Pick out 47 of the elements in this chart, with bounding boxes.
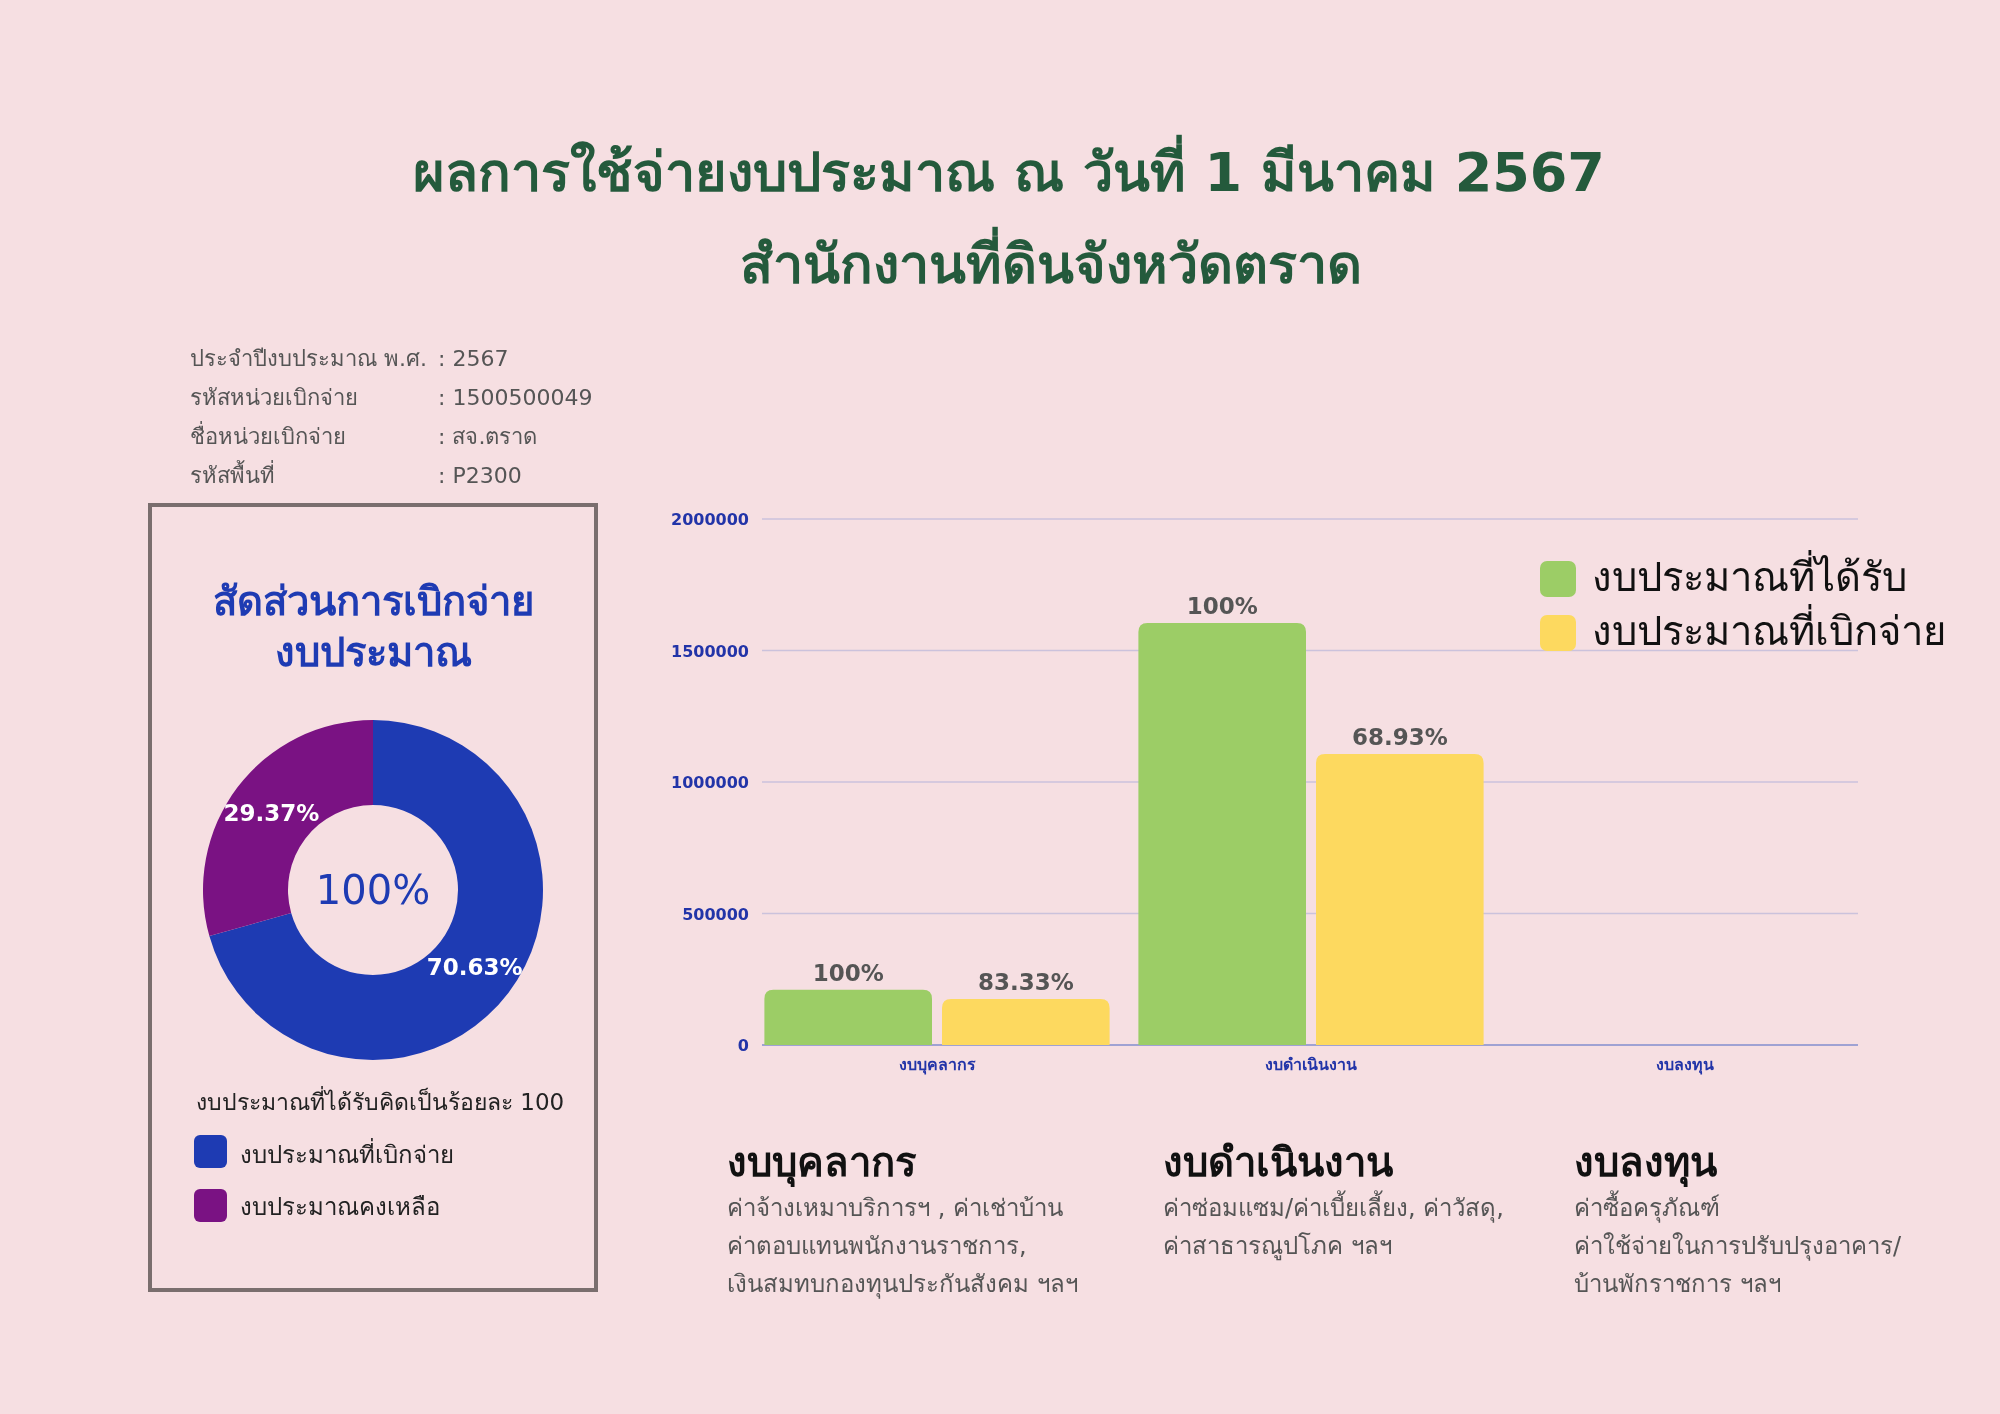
text: ค่าจ้างเหมาบริการฯ , ค่าเช่าบ้าน xyxy=(727,1194,1063,1222)
data-label: 29.37% xyxy=(223,800,320,827)
text: บ้านพักราชการ ฯลฯ xyxy=(1574,1270,1781,1298)
text: สำนักงานที่ดินจังหวัดตราด xyxy=(740,226,1362,296)
text: ชื่อหน่วยเบิกจ่าย xyxy=(190,421,346,449)
text: ค่าซ่อมแซม/ค่าเบี้ยเลี้ยง, ค่าวัสดุ, xyxy=(1163,1190,1504,1223)
chart-title: สัดส่วนการเบิกจ่าย งบประมาณ xyxy=(212,578,534,675)
bar xyxy=(1316,754,1484,1045)
bar xyxy=(942,998,1110,1045)
text: : 1500500049 xyxy=(438,385,593,410)
legend-label: งบประมาณที่ได้รับ xyxy=(1592,550,1907,600)
x-tick-label: งบดำเนินงาน xyxy=(1265,1055,1357,1074)
text: ค่าใช้จ่ายในการปรับปรุงอาคาร/ xyxy=(1574,1232,1902,1261)
x-tick-label: งบลงทุน xyxy=(1656,1055,1714,1075)
bar xyxy=(764,989,932,1045)
text: ค่าสาธารณูปโภค ฯลฯ xyxy=(1163,1232,1392,1261)
annotation: 100% xyxy=(1186,592,1258,619)
text: รหัสหน่วยเบิกจ่าย xyxy=(190,385,358,410)
text: เงินสมทบกองทุนประกันสังคม ฯลฯ xyxy=(727,1270,1078,1299)
legend-title: งบประมาณที่ได้รับคิดเป็นร้อยละ 100 xyxy=(196,1086,565,1115)
bar xyxy=(1138,622,1306,1045)
y-tick-label: 1000000 xyxy=(671,773,749,792)
text: งบลงทุน xyxy=(1574,1139,1717,1188)
x-tick-label: งบบุคลากร xyxy=(898,1055,976,1075)
legend-label: งบประมาณคงเหลือ xyxy=(240,1193,440,1221)
y-tick-label: 0 xyxy=(737,1036,749,1055)
y-tick-label: 2000000 xyxy=(671,510,749,529)
text: : สจ.ตราด xyxy=(438,424,538,449)
text: ประจำปีงบประมาณ พ.ศ. xyxy=(190,346,427,371)
annotation: 83.33% xyxy=(977,968,1074,995)
text: ผลการใช้จ่ายงบประมาณ ณ วันที่ 1 มีนาคม 2567 xyxy=(413,134,1605,204)
text: งบดำเนินงาน xyxy=(1163,1139,1393,1185)
text: รหัสพื้นที่ xyxy=(190,460,275,488)
text: : 2567 xyxy=(438,346,509,371)
y-tick-label: 500000 xyxy=(682,904,749,924)
data-label: 70.63% xyxy=(426,953,523,980)
text: 100% xyxy=(315,867,431,913)
text: ค่าตอบแทนพนักงานราชการ, xyxy=(727,1232,1027,1260)
legend-label: งบประมาณที่เบิกจ่าย xyxy=(240,1138,454,1169)
annotation: 68.93% xyxy=(1351,724,1448,751)
text: ค่าซื้อครุภัณฑ์ xyxy=(1574,1190,1720,1223)
text: : P2300 xyxy=(438,463,522,488)
annotation: 100% xyxy=(812,959,884,986)
y-tick-label: 1500000 xyxy=(671,641,749,661)
legend-label: งบประมาณที่เบิกจ่าย xyxy=(1592,604,1946,654)
text: งบบุคลากร xyxy=(727,1139,917,1188)
donut-slice xyxy=(209,720,543,1060)
